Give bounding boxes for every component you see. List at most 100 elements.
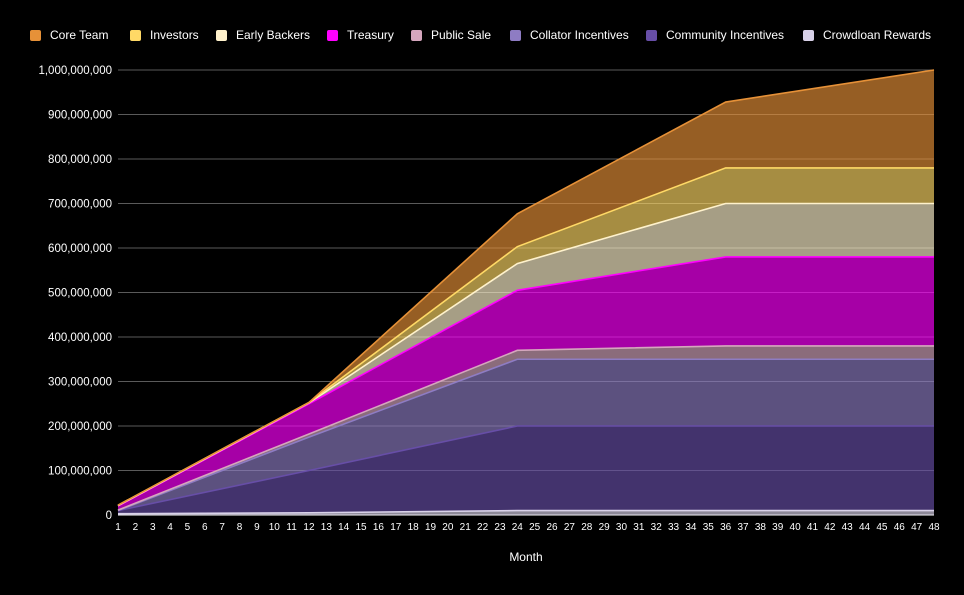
legend-swatch — [510, 29, 521, 41]
x-tick-label: 45 — [876, 522, 888, 533]
x-tick-label: 41 — [807, 522, 819, 533]
line-crowdloan-rewards — [117, 509, 934, 515]
legend-swatch — [130, 29, 141, 41]
x-tick-label: 14 — [338, 522, 350, 533]
area-treasury — [118, 256, 934, 511]
series-areas — [118, 70, 934, 515]
x-tick-label: 4 — [167, 522, 173, 533]
chart-legend: Core Team Investors Early Backers Treasury P… — [0, 28, 964, 46]
y-tick-label: 0 — [106, 510, 112, 522]
legend-swatch — [327, 29, 338, 41]
x-tick-label: 25 — [529, 522, 541, 533]
x-tick-label: 10 — [269, 522, 281, 533]
legend-swatch — [803, 29, 814, 41]
line-community-incentives — [117, 425, 934, 512]
x-tick-label: 30 — [616, 522, 628, 533]
x-tick-label: 8 — [237, 522, 243, 533]
x-tick-label: 6 — [202, 522, 208, 533]
x-tick-label: 11 — [286, 522, 297, 533]
x-tick-label: 37 — [737, 522, 749, 533]
legend-label: Collator Incentives — [530, 28, 629, 42]
legend-label: Crowdloan Rewards — [823, 28, 932, 42]
x-tick-label: 9 — [254, 522, 260, 533]
x-tick-label: 7 — [219, 522, 225, 533]
x-tick-label: 33 — [668, 522, 680, 533]
series-lines — [117, 69, 935, 515]
x-tick-label: 44 — [859, 522, 871, 533]
x-tick-label: 1 — [115, 522, 121, 533]
y-tick-label: 900,000,000 — [48, 110, 112, 122]
x-tick-label: 2 — [133, 522, 139, 533]
x-tick-label: 18 — [408, 522, 420, 533]
y-tick-label: 100,000,000 — [48, 466, 112, 478]
y-tick-label: 600,000,000 — [48, 243, 112, 255]
x-tick-label: 15 — [356, 522, 368, 533]
legend-item-crowdloan-rewards[interactable]: Crowdloan Rewards — [803, 28, 931, 42]
x-tick-label: 12 — [303, 522, 315, 533]
legend-item-investors[interactable]: Investors — [130, 28, 199, 42]
legend-swatch — [30, 29, 41, 41]
x-tick-label: 34 — [685, 522, 697, 533]
x-tick-label: 21 — [460, 522, 472, 533]
x-tick-label: 27 — [564, 522, 576, 533]
area-early-backers — [118, 203, 934, 507]
y-axis-ticks: 0 100,000,000 200,000,000 300,000,000 400,00… — [38, 65, 112, 522]
x-tick-label: 47 — [911, 522, 923, 533]
x-tick-label: 40 — [790, 522, 802, 533]
x-tick-label: 42 — [824, 522, 836, 533]
y-tick-label: 700,000,000 — [48, 199, 112, 211]
legend-swatch — [411, 29, 422, 41]
x-tick-label: 23 — [494, 522, 506, 533]
legend-item-public-sale[interactable]: Public Sale — [411, 28, 491, 42]
y-tick-label: 300,000,000 — [48, 377, 112, 389]
x-tick-label: 29 — [599, 522, 611, 533]
x-tick-label: 43 — [842, 522, 854, 533]
x-tick-label: 17 — [390, 522, 402, 533]
x-tick-label: 46 — [894, 522, 906, 533]
legend-item-core-team[interactable]: Core Team — [30, 28, 108, 42]
legend-item-early-backers[interactable]: Early Backers — [216, 28, 310, 42]
x-tick-label: 5 — [185, 522, 191, 533]
x-tick-label: 16 — [373, 522, 385, 533]
x-tick-label: 3 — [150, 522, 156, 533]
y-tick-label: 200,000,000 — [48, 421, 112, 433]
legend-label: Core Team — [50, 28, 109, 42]
x-tick-label: 39 — [772, 522, 784, 533]
legend-label: Early Backers — [236, 28, 311, 42]
legend-item-community-incentives[interactable]: Community Incentives — [646, 28, 784, 42]
line-core-team — [117, 69, 935, 506]
x-tick-label: 35 — [703, 522, 715, 533]
area-collator-incentives — [118, 359, 934, 511]
x-tick-label: 22 — [477, 522, 489, 533]
area-investors — [118, 167, 934, 506]
x-axis-label: Month — [509, 550, 542, 564]
y-tick-label: 400,000,000 — [48, 332, 112, 344]
legend-label: Public Sale — [431, 28, 492, 42]
legend-item-treasury[interactable]: Treasury — [327, 28, 394, 42]
x-tick-label: 31 — [633, 522, 645, 533]
x-tick-label: 26 — [546, 522, 558, 533]
y-tick-label: 800,000,000 — [48, 154, 112, 166]
y-tick-label: 500,000,000 — [48, 288, 112, 300]
x-tick-label: 36 — [720, 522, 732, 533]
x-tick-label: 19 — [425, 522, 437, 533]
legend-label: Community Incentives — [666, 28, 785, 42]
area-crowdloan-rewards — [118, 510, 934, 515]
line-public-sale — [117, 345, 934, 511]
legend-label: Investors — [150, 28, 199, 42]
legend-swatch — [216, 29, 227, 41]
area-community-incentives — [118, 426, 934, 514]
line-collator-incentives — [117, 358, 934, 512]
x-tick-label: 28 — [581, 522, 593, 533]
x-tick-label: 48 — [928, 522, 940, 533]
legend-swatch — [646, 29, 657, 41]
x-tick-label: 13 — [321, 522, 333, 533]
x-tick-label: 24 — [512, 522, 524, 533]
x-tick-label: 20 — [442, 522, 454, 533]
x-tick-label: 38 — [755, 522, 767, 533]
x-tick-label: 32 — [651, 522, 663, 533]
legend-label: Treasury — [347, 28, 394, 42]
x-axis-ticks: 1 2 3 4 5 6 7 8 9 10 11 12 13 14 15 16 17 18 19 20 21 22 23 24 2… — [115, 522, 940, 533]
legend-item-collator-incentives[interactable]: Collator Incentives — [510, 28, 629, 42]
